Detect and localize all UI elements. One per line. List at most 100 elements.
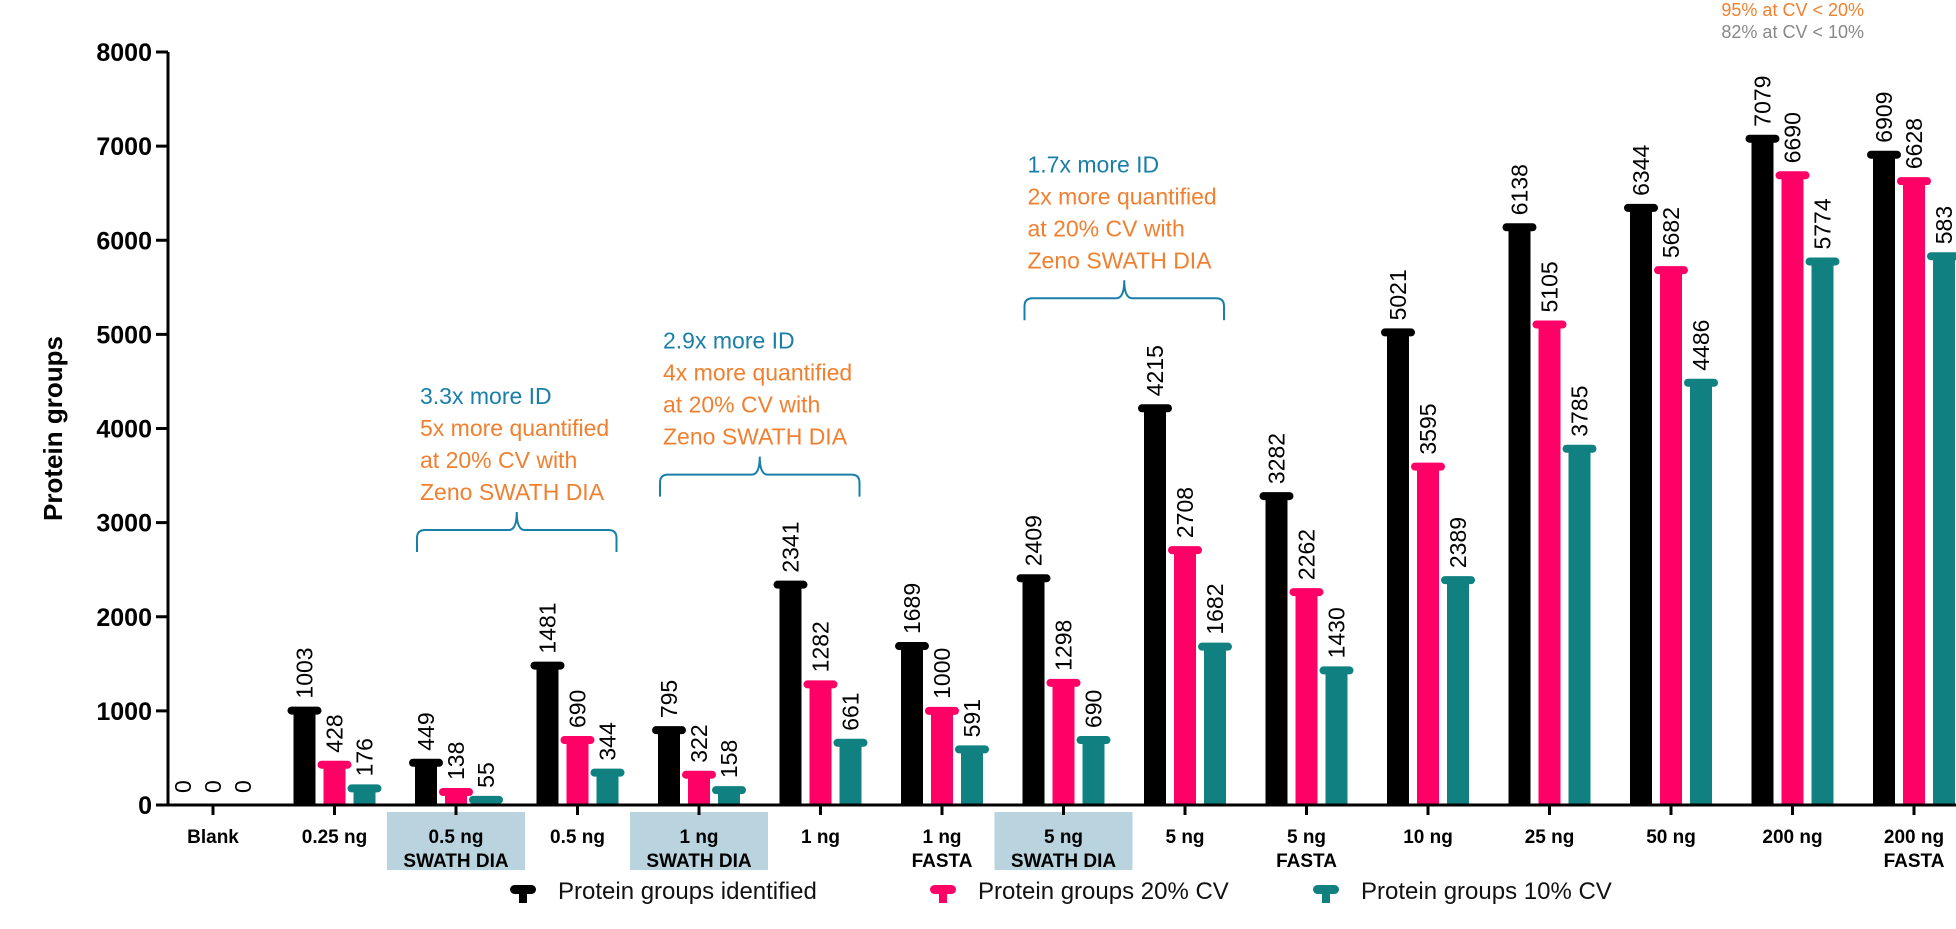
x-tick-label: 1 ng <box>922 827 961 848</box>
data-label: 690 <box>565 690 591 728</box>
y-tick-label: 2000 <box>96 604 152 632</box>
bar <box>779 584 802 805</box>
bar <box>1417 466 1439 805</box>
data-label: 449 <box>413 712 439 750</box>
annotation-quant-text: at 20% CV with <box>663 392 820 418</box>
data-label: 6138 <box>1507 164 1533 215</box>
data-label: 1003 <box>292 647 318 698</box>
x-tick-label: 200 ng <box>1762 827 1822 848</box>
bar <box>1690 382 1712 805</box>
data-label: 1298 <box>1051 620 1077 671</box>
bar-cap <box>1289 588 1324 597</box>
x-tick-label: 0.25 ng <box>302 827 367 848</box>
x-tick-label: 1 ng <box>679 827 718 848</box>
bar-cap <box>1897 177 1931 186</box>
bar-cap <box>1076 736 1111 745</box>
x-tick-label: 50 ng <box>1646 827 1696 848</box>
annotation-brace <box>416 511 618 552</box>
bar <box>1630 207 1652 806</box>
x-tick-label: 25 ng <box>1525 827 1575 848</box>
bar-cap <box>1259 492 1294 501</box>
data-label: 1689 <box>899 583 925 634</box>
y-tick-label: 7000 <box>96 133 152 161</box>
bar-cap <box>1654 266 1688 275</box>
bar <box>1144 408 1166 805</box>
bar-cap <box>1927 252 1956 261</box>
bar <box>809 684 832 805</box>
bar <box>839 742 862 805</box>
data-label: 6344 <box>1628 144 1654 195</box>
bar <box>1508 227 1531 806</box>
bar-cap <box>652 726 686 735</box>
bar <box>688 774 710 805</box>
legend-item-20cv: Protein groups 20% CV <box>930 878 1229 906</box>
annotation-quant-text: at 20% CV with <box>420 447 577 473</box>
data-label: 176 <box>352 738 378 776</box>
bar-cap <box>560 736 595 745</box>
legend-item-10cv: Protein groups 10% CV <box>1313 878 1612 906</box>
data-label: 4486 <box>1688 320 1714 371</box>
bar-cap <box>712 786 746 795</box>
legend-swatch-10cv <box>1313 881 1339 903</box>
data-label: 5105 <box>1537 261 1563 312</box>
bar-cap <box>1168 546 1202 555</box>
legend-label-20cv: Protein groups 20% CV <box>978 878 1229 905</box>
x-tick-label: 5 ng <box>1165 827 1204 848</box>
x-tick-label: 0.5 ng <box>550 827 605 848</box>
x-tick-sublabel: FASTA <box>1884 851 1945 872</box>
data-label: 0 <box>200 780 226 793</box>
data-label: 795 <box>656 680 682 718</box>
bar <box>1873 154 1895 805</box>
bar-cap <box>895 642 929 651</box>
bar-cap <box>1867 150 1901 159</box>
y-tick-label: 3000 <box>96 510 152 538</box>
highlight-boxes <box>387 812 1133 870</box>
annotation-id-text: 2.9x more ID <box>663 328 795 354</box>
annotation-quant-text: 4x more quantified <box>663 360 852 386</box>
bar <box>1568 448 1591 805</box>
corner-note: 82% at CV < 10% <box>1721 22 1864 42</box>
annotation-brace <box>1023 280 1225 321</box>
bar <box>1174 550 1196 805</box>
x-tick-label: 10 ng <box>1403 827 1453 848</box>
data-label: 0 <box>170 780 196 793</box>
bar-cap <box>803 680 838 689</box>
data-label: 5682 <box>1658 207 1684 258</box>
bar <box>1933 256 1955 806</box>
y-tick-label: 5000 <box>96 321 152 349</box>
annotation-brace <box>659 456 861 497</box>
bar-cap <box>590 768 625 777</box>
data-label: 1282 <box>808 621 834 672</box>
x-tick-label: 5 ng <box>1287 827 1326 848</box>
highlight-box <box>387 812 525 870</box>
bar-cap <box>1624 203 1658 212</box>
bar <box>353 788 376 805</box>
data-label: 138 <box>443 742 469 780</box>
bar <box>1265 496 1288 805</box>
data-label: 2341 <box>778 521 804 572</box>
bar <box>901 646 923 805</box>
bar-cap <box>409 758 443 767</box>
bar <box>1660 270 1682 805</box>
bar-cap <box>1502 223 1537 232</box>
data-label: 1682 <box>1202 584 1228 635</box>
y-tick-label: 8000 <box>96 39 152 67</box>
x-tick-label: 0.5 ng <box>429 827 484 848</box>
annotation-quant-text: Zeno SWATH DIA <box>420 479 605 505</box>
data-label: 158 <box>716 740 742 778</box>
bar <box>1447 580 1469 805</box>
x-axis: Blank 0.25 ng 0.5 ng SWATH DIA 0.5 ng 1 ng SWA… <box>168 803 1956 872</box>
corner-note: 95% at CV < 20% <box>1721 0 1864 20</box>
bar <box>1751 138 1774 806</box>
bar-cap <box>1016 574 1051 583</box>
x-tick-label: 5 ng <box>1044 827 1083 848</box>
data-label: 3785 <box>1567 386 1593 437</box>
bar-cap <box>1532 320 1567 329</box>
y-axis-title: Protein groups <box>38 336 68 521</box>
bar-cap <box>955 745 989 754</box>
highlight-box <box>994 812 1133 870</box>
data-label: 583 <box>1931 206 1956 244</box>
legend-swatch-20cv <box>930 881 956 903</box>
bar-cap <box>1441 576 1475 585</box>
bar-cap <box>1319 666 1354 675</box>
